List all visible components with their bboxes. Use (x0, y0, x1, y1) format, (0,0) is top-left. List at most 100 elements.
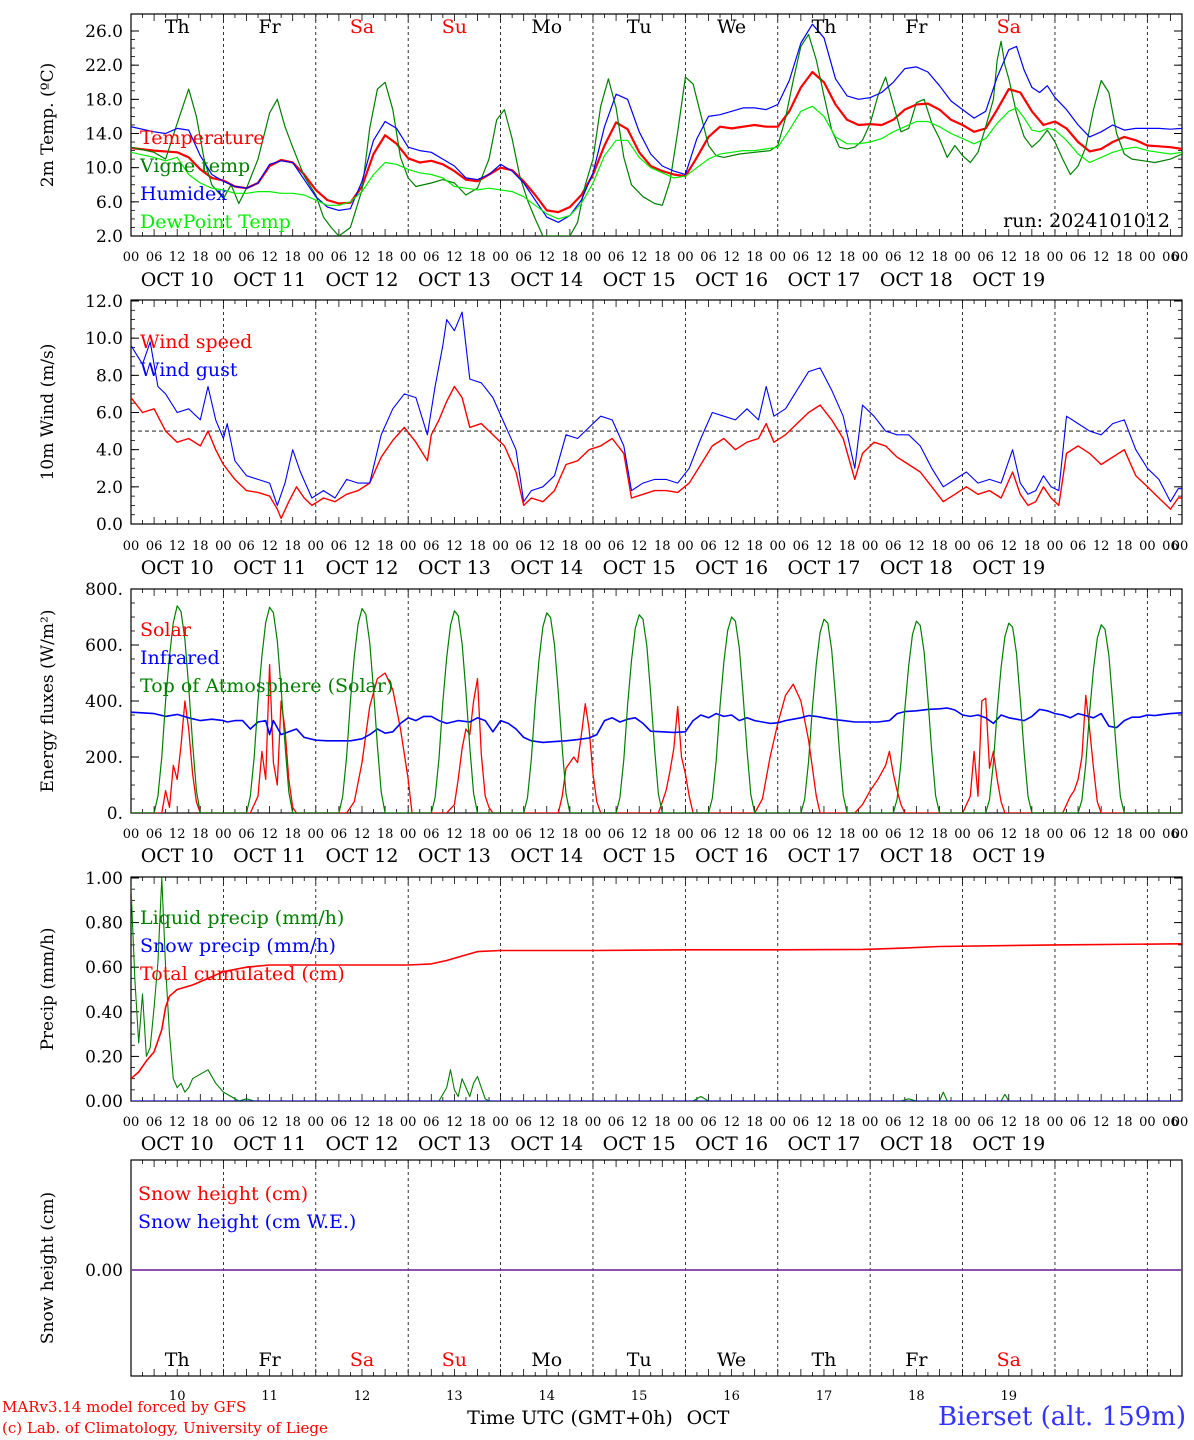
hour-label: 00 (123, 1115, 140, 1130)
hour-label: 12 (169, 250, 186, 265)
hour-label: 06 (238, 1115, 255, 1130)
legend-entry: Wind speed (140, 331, 252, 353)
hour-label: 12 (816, 250, 833, 265)
weekday-label: Sa (997, 16, 1021, 38)
hour-label: 06 (1162, 827, 1179, 842)
date-label: OCT 19 (972, 845, 1045, 867)
date-label: OCT 18 (880, 1133, 953, 1155)
hour-label: 06 (146, 827, 163, 842)
hour-label: 18 (654, 250, 671, 265)
weekday-label: Th (165, 1349, 190, 1371)
y-tick-label: 600. (85, 636, 123, 656)
hour-label: 12 (446, 539, 463, 554)
hour-label: 00 (585, 827, 602, 842)
hour-label: 18 (469, 250, 486, 265)
hour-label: 12 (261, 250, 278, 265)
series-group (131, 605, 1182, 813)
hour-label: 12 (446, 250, 463, 265)
hour-label: 06 (1162, 250, 1179, 265)
legend-entry: Solar (140, 619, 192, 641)
hour-label: 06 (700, 250, 717, 265)
date-label: OCT 18 (880, 557, 953, 579)
day-number-label: 19 (1000, 1389, 1017, 1404)
hour-label: 00 (123, 250, 140, 265)
hour-label: 00 (400, 250, 417, 265)
date-label: OCT 14 (510, 845, 583, 867)
hour-label: 12 (446, 1115, 463, 1130)
panel-precip: 0.00 0.20 0.40 0.60 0.80 1.00 Precip (mm/h) Liq… (38, 869, 1188, 1155)
hour-label: 00 (954, 539, 971, 554)
hour-label: 00 (215, 250, 232, 265)
hour-label: 12 (354, 827, 371, 842)
weekday-label: Su (442, 1349, 467, 1371)
series-total-cumulated-cm (131, 943, 1182, 1080)
hour-label: 00 (1172, 1115, 1189, 1130)
hour-label: 12 (908, 539, 925, 554)
hour-label: 06 (885, 539, 902, 554)
hour-label: 06 (977, 539, 994, 554)
hour-label: 06 (1162, 1115, 1179, 1130)
hour-label: 12 (1093, 539, 1110, 554)
hour-label: 00 (862, 1115, 879, 1130)
series-dewpoint-temp (131, 105, 1182, 220)
hour-label: 18 (469, 1115, 486, 1130)
hour-label: 18 (931, 250, 948, 265)
hour-label: 18 (192, 1115, 209, 1130)
weekday-label: Fr (905, 16, 928, 38)
y-tick-label: 4.0 (96, 441, 123, 461)
weekday-label: Mo (531, 1349, 562, 1371)
hour-label: 00 (677, 250, 694, 265)
hour-label: 18 (377, 827, 394, 842)
date-label: OCT 14 (510, 1133, 583, 1155)
date-label: OCT 15 (603, 1133, 676, 1155)
hour-label: 06 (885, 250, 902, 265)
hour-label: 12 (816, 539, 833, 554)
hour-label: 12 (354, 539, 371, 554)
day-number-label: 17 (816, 1389, 833, 1404)
date-label: OCT 13 (418, 557, 491, 579)
hour-label: 12 (723, 539, 740, 554)
legend-entry: Wind gust (140, 359, 238, 381)
legend-entry: Snow precip (mm/h) (140, 935, 336, 957)
hour-label: 18 (746, 827, 763, 842)
hour-label: 00 (954, 827, 971, 842)
hour-label: 12 (908, 1115, 925, 1130)
hour-label: 12 (1000, 827, 1017, 842)
hour-label: 06 (977, 250, 994, 265)
legend-entry: Total cumulated (cm) (140, 963, 345, 985)
date-label: OCT 13 (418, 1133, 491, 1155)
hour-label: 06 (515, 1115, 532, 1130)
hour-label: 12 (169, 1115, 186, 1130)
model-credit: MARv3.14 model forced by GFS (2, 1398, 247, 1416)
panel-temp: 2.0 6.0 10.0 14.0 18.0 22.0 26.0 2m Temp. (ºC) T… (38, 13, 1188, 291)
hour-label: 12 (723, 250, 740, 265)
hour-label: 00 (1139, 250, 1156, 265)
hour-label: 18 (284, 250, 301, 265)
hour-label: 00 (492, 539, 509, 554)
y-tick-label: 14.0 (85, 125, 123, 145)
date-label: OCT 10 (141, 1133, 214, 1155)
hour-label: 06 (238, 250, 255, 265)
hour-label: 18 (377, 1115, 394, 1130)
hour-label: 12 (354, 1115, 371, 1130)
y-tick-label: 10.0 (85, 329, 123, 349)
date-label: OCT 15 (603, 557, 676, 579)
y-tick-label: 800. (85, 580, 123, 600)
date-label: OCT 17 (787, 1133, 860, 1155)
series-infrared (131, 707, 1182, 744)
hour-label: 06 (1070, 250, 1087, 265)
hour-label: 06 (146, 1115, 163, 1130)
hour-label: 00 (492, 1115, 509, 1130)
hour-label: 00 (400, 539, 417, 554)
date-label: OCT 16 (695, 557, 768, 579)
date-label: OCT 11 (233, 269, 306, 291)
series-solar (131, 663, 1182, 813)
hour-label: 18 (839, 827, 856, 842)
legend-entry: Infrared (140, 647, 220, 669)
hour-label: 00 (769, 539, 786, 554)
hour-label: 18 (562, 827, 579, 842)
weekday-label: Sa (997, 1349, 1021, 1371)
weekday-label: Sa (350, 1349, 374, 1371)
hour-label: 00 (1047, 250, 1064, 265)
series-group (131, 877, 1182, 1101)
